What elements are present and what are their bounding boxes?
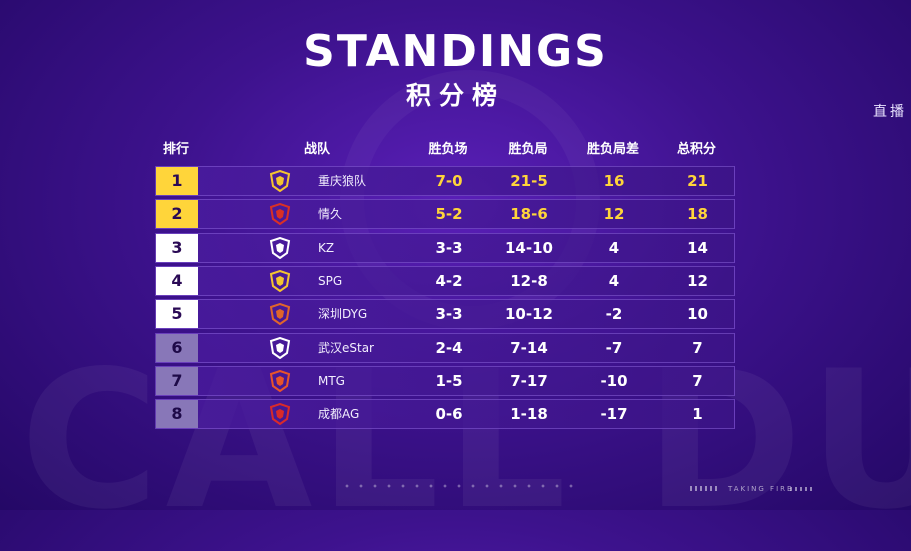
team-logo-icon: [269, 369, 291, 392]
rank-badge: 3: [156, 233, 198, 262]
table-row: 6 武汉eStar 2-4 7-14 -7 7: [155, 332, 735, 363]
games-cell: 1-18: [510, 405, 548, 424]
diff-cell: -17: [600, 405, 628, 424]
table-row: 7 MTG 1-5 7-17 -10 7: [155, 365, 735, 396]
record-cell: 7-0: [435, 172, 463, 190]
games-cell: 10-12: [505, 305, 553, 324]
header-points: 总积分: [676, 142, 716, 157]
record-cell: 2-4: [435, 338, 463, 357]
team-logo-icon: [269, 236, 291, 259]
team-name: 重庆狼队: [318, 174, 367, 188]
record-cell: 1-5: [435, 371, 463, 390]
table-row: 4 SPG 4-2 12-8 4 12: [155, 265, 735, 296]
rank-badge: 5: [156, 300, 198, 329]
points-cell: 7: [692, 371, 703, 390]
table-header: 排行 战队 胜负场 胜负局 胜负局差 总积分: [155, 138, 735, 158]
record-cell: 3-3: [435, 305, 463, 324]
points-cell: 12: [687, 271, 708, 290]
games-cell: 21-5: [510, 172, 548, 190]
diff-cell: -10: [600, 371, 628, 390]
points-cell: 21: [687, 172, 708, 190]
live-label[interactable]: 直播: [873, 104, 907, 120]
table-row: 5 深圳DYG 3-3 10-12 -2 10: [155, 299, 735, 330]
page-subtitle: 积分榜: [405, 81, 505, 110]
record-cell: 4-2: [435, 271, 463, 290]
rank-badge: 1: [156, 167, 198, 195]
points-cell: 18: [687, 205, 708, 224]
team-logo-icon: [269, 269, 291, 292]
footer-dots: [340, 484, 580, 488]
games-cell: 12-8: [510, 271, 548, 290]
games-cell: 14-10: [505, 238, 553, 257]
footer-brand: TAKING FIRE: [728, 485, 794, 493]
points-cell: 10: [687, 305, 708, 324]
table-row: 8 成都AG 0-6 1-18 -17 1: [155, 399, 735, 430]
games-cell: 7-14: [510, 338, 548, 357]
team-logo-icon: [269, 170, 291, 192]
header-diff: 胜负局差: [586, 142, 639, 157]
team-name: 武汉eStar: [318, 340, 374, 355]
table-row: 3 KZ 3-3 14-10 4 14: [155, 232, 735, 263]
team-logo-icon: [269, 336, 291, 359]
diff-cell: -2: [605, 305, 623, 324]
points-cell: 7: [692, 338, 703, 357]
team-logo-icon: [269, 303, 291, 326]
page-title: STANDINGS: [303, 26, 608, 77]
record-cell: 5-2: [435, 205, 463, 224]
record-cell: 0-6: [435, 405, 463, 424]
team-name: SPG: [318, 273, 343, 288]
team-name: 情久: [318, 207, 343, 222]
team-logo-icon: [269, 203, 291, 226]
team-name: 成都AG: [318, 407, 360, 422]
header-games: 胜负局: [508, 142, 548, 157]
diff-cell: 4: [608, 238, 620, 257]
table-row: 2 情久 5-2 18-6 12 18: [155, 199, 735, 230]
diff-cell: 16: [603, 172, 625, 190]
team-name: KZ: [318, 240, 335, 255]
record-cell: 3-3: [435, 238, 463, 257]
header-rank: 排行: [162, 142, 189, 157]
points-cell: 14: [687, 238, 708, 257]
background-watermark: CALL DUTY: [20, 330, 911, 551]
diff-cell: 4: [608, 271, 620, 290]
rank-badge: 6: [156, 333, 198, 362]
games-cell: 7-17: [510, 371, 548, 390]
points-cell: 1: [692, 405, 703, 424]
diff-cell: 12: [603, 205, 625, 224]
team-logo-icon: [269, 403, 291, 426]
diff-cell: -7: [605, 338, 623, 357]
team-name: MTG: [318, 373, 345, 388]
header-team: 战队: [303, 142, 330, 157]
rank-badge: 8: [156, 400, 198, 429]
rank-badge: 7: [156, 366, 198, 395]
table-row: 1 重庆狼队 7-0 21-5 16 21: [155, 166, 735, 196]
rank-badge: 4: [156, 266, 198, 295]
games-cell: 18-6: [510, 205, 548, 224]
header-record: 胜负场: [428, 142, 468, 157]
team-name: 深圳DYG: [318, 307, 368, 322]
rank-badge: 2: [156, 200, 198, 229]
footer-brand-bar: [790, 487, 812, 491]
footer-stripes: [690, 486, 720, 491]
